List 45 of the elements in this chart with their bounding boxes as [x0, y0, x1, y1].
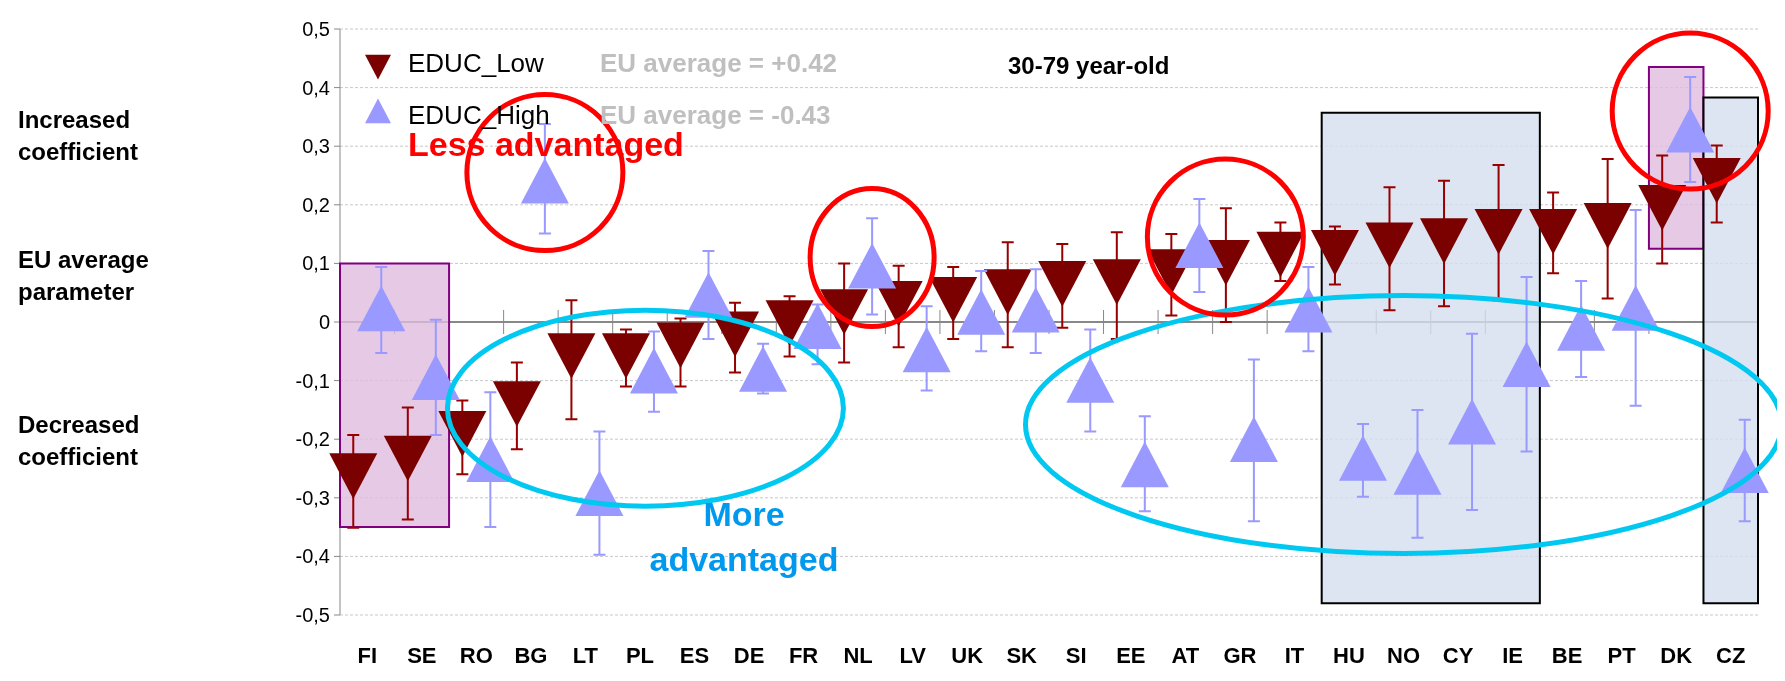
annotation: 30-79 year-old [1008, 52, 1170, 80]
x-tick-label: RO [459, 643, 493, 668]
x-tick-label: SI [1065, 643, 1087, 668]
x-tick-label: FR [788, 643, 819, 668]
x-tick-label: IE [1502, 643, 1523, 668]
legend-label: EDUC_Low [408, 48, 545, 79]
x-tick-label: FI [357, 643, 378, 668]
x-tick-label: NL [843, 643, 873, 668]
text: Decreased coefficient [18, 411, 140, 470]
x-tick-label: GR [1223, 643, 1257, 668]
y-tick-label: 0,4 [302, 76, 330, 99]
x-tick-label: DE [733, 643, 765, 668]
y-tick-label: -0,2 [295, 428, 330, 451]
x-tick-label: ES [679, 643, 710, 668]
annotation: EU average = +0.42 [600, 48, 838, 79]
x-tick-label: IT [1284, 643, 1305, 668]
x-tick-label: PL [625, 643, 655, 668]
x-tick-label: LV [899, 643, 927, 668]
x-tick-label: CZ [1716, 643, 1746, 668]
x-tick-label: SK [1006, 643, 1038, 668]
y-tick-label: -0,1 [295, 369, 330, 392]
annotation: EU average = -0.43 [600, 100, 831, 131]
text: EU average parameter [18, 246, 149, 305]
x-tick-label: LT [572, 643, 599, 668]
y-tick-label: -0,3 [295, 486, 330, 509]
x-tick-label: CY [1442, 643, 1474, 668]
x-tick-label: AT [1171, 643, 1200, 668]
annotation: More advantaged [649, 495, 839, 578]
text: Increased coefficient [18, 106, 139, 165]
y-tick-label: 0 [318, 311, 330, 333]
x-tick-label: BG [514, 643, 548, 668]
y-tick-label: -0,4 [295, 545, 330, 568]
x-tick-label: BE [1551, 643, 1583, 668]
y-tick-label: 0,2 [302, 193, 330, 216]
y-tick-label: 0,3 [302, 135, 330, 158]
x-tick-label: UK [951, 643, 984, 668]
y-tick-label: 0,1 [302, 252, 330, 275]
x-tick-label: HU [1333, 643, 1365, 668]
y-tick-label: 0,5 [302, 18, 330, 40]
x-tick-label: PT [1607, 643, 1637, 668]
y-tick-label: -0,5 [295, 604, 330, 626]
x-tick-label: SE [407, 643, 437, 668]
x-tick-label: NO [1387, 643, 1420, 668]
x-tick-label: DK [1660, 643, 1693, 668]
x-tick-label: EE [1116, 643, 1146, 668]
